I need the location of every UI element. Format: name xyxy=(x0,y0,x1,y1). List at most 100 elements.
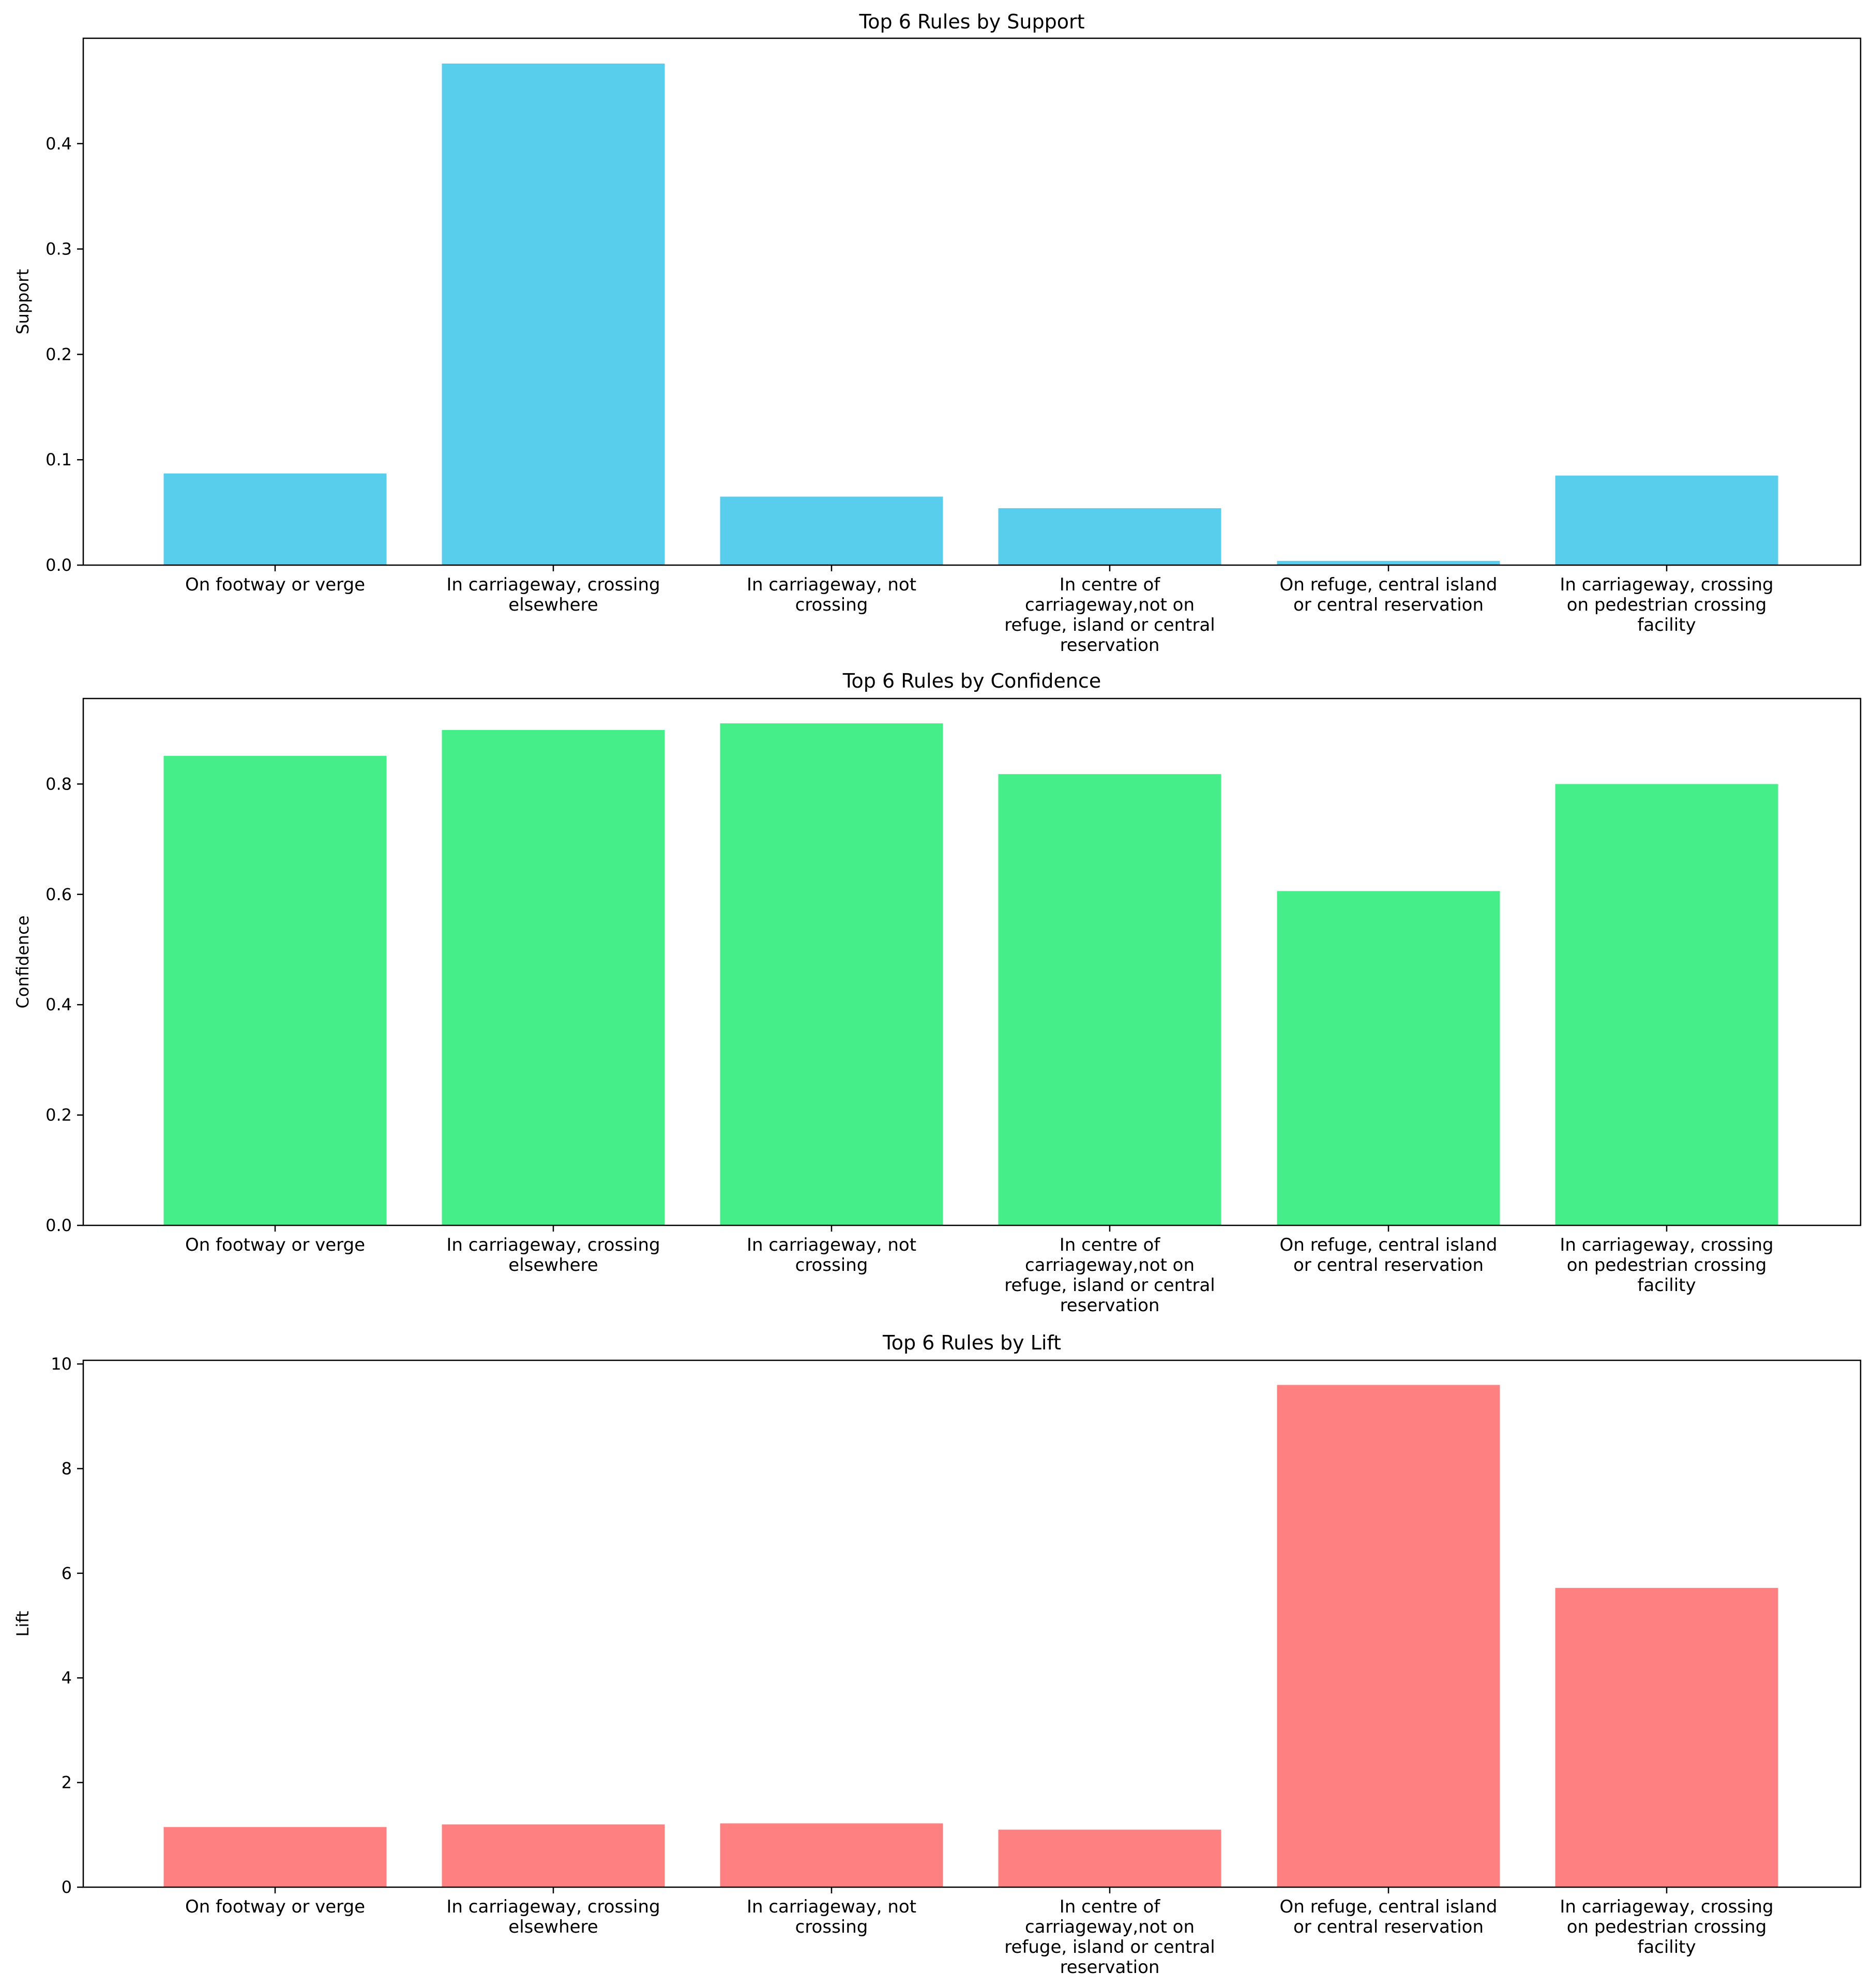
x-tick-label-line: reservation xyxy=(1060,635,1160,656)
x-tick-label-line: In carriageway, not xyxy=(747,1235,916,1255)
x-tick-label-line: refuge, island or central xyxy=(1004,1275,1215,1296)
bar xyxy=(720,496,943,565)
x-tick-label-line: In centre of xyxy=(1060,574,1161,595)
x-tick-label-line: facility xyxy=(1637,615,1696,635)
x-tick-label-line: In carriageway, not xyxy=(747,1896,916,1917)
chart-panel-3: Top 6 Rules by Lift 0 2 4 6 8 10 Lift On footway… xyxy=(13,1331,1862,1978)
x-tick-label-line: on pedestrian crossing xyxy=(1567,1255,1767,1276)
bar xyxy=(442,1824,665,1887)
x-tick-label-line: facility xyxy=(1637,1937,1696,1957)
x-tick-label-line: on pedestrian crossing xyxy=(1567,595,1767,615)
x-tick-label-line: In carriageway, crossing xyxy=(446,1235,660,1255)
x-tick-label-line: In carriageway, crossing xyxy=(1560,574,1773,595)
x-tick-label-line: On refuge, central island xyxy=(1279,574,1497,595)
bar xyxy=(163,473,387,565)
x-tick-label: In centre of carriageway,not on refuge, is… xyxy=(1004,1235,1215,1316)
y-tick-label: 0.8 xyxy=(46,774,72,794)
x-tick-label: In carriageway, crossing on pedestrian cr… xyxy=(1560,1235,1773,1296)
x-tick-label-line: crossing xyxy=(795,1255,868,1276)
chart-panel-2: Top 6 Rules by Confidence 0.0 0.2 0.4 0.6 0.8… xyxy=(13,670,1862,1316)
bar xyxy=(998,1829,1221,1887)
bar xyxy=(1555,475,1778,565)
y-tick-label: 0.2 xyxy=(46,1105,72,1125)
y-tick-label: 0.0 xyxy=(46,555,72,575)
x-tick-label: In carriageway, not crossing xyxy=(747,574,916,615)
chart-title: Top 6 Rules by Confidence xyxy=(842,670,1101,692)
x-tick-label-line: elsewhere xyxy=(508,595,598,615)
y-tick-label: 0.6 xyxy=(46,885,72,904)
chart-panel-1: Top 6 Rules by Support 0.0 0.1 0.2 0.3 0.4 Sup… xyxy=(13,10,1862,656)
x-tick-label-line: or central reservation xyxy=(1293,1917,1484,1937)
y-tick-label: 0.4 xyxy=(46,134,72,154)
y-tick-label: 0.0 xyxy=(46,1216,72,1235)
bar xyxy=(998,508,1221,565)
bar xyxy=(1555,784,1778,1225)
x-tick-label-line: carriageway,not on xyxy=(1025,1255,1195,1276)
x-tick-label-line: reservation xyxy=(1060,1957,1160,1978)
x-tick-label: In centre of carriageway,not on refuge, is… xyxy=(1004,574,1215,656)
y-tick-label: 0.1 xyxy=(46,450,72,469)
x-tick-label-line: refuge, island or central xyxy=(1004,615,1215,635)
x-tick-label-line: reservation xyxy=(1060,1295,1160,1316)
x-tick-label-line: refuge, island or central xyxy=(1004,1937,1215,1957)
bar xyxy=(442,63,665,566)
y-tick-label: 0.3 xyxy=(46,239,72,259)
y-tick-label: 0.4 xyxy=(46,995,72,1014)
chart-title: Top 6 Rules by Support xyxy=(859,10,1085,33)
y-axis-label: Confidence xyxy=(13,916,33,1009)
x-tick-label-line: elsewhere xyxy=(508,1917,598,1937)
x-tick-label: In carriageway, not crossing xyxy=(747,1896,916,1937)
axes-frame xyxy=(82,37,1862,566)
x-tick-label-line: On footway or verge xyxy=(185,574,365,595)
x-tick-label-line: On footway or verge xyxy=(185,1235,365,1255)
x-tick-label: In carriageway, not crossing xyxy=(747,1235,916,1276)
x-tick-label-line: or central reservation xyxy=(1293,595,1484,615)
x-tick-label: On footway or verge xyxy=(185,574,365,595)
x-tick-label-line: carriageway,not on xyxy=(1025,1917,1195,1937)
y-tick-label: 6 xyxy=(62,1564,72,1583)
y-tick-label: 10 xyxy=(51,1354,72,1374)
x-tick-label-line: In carriageway, crossing xyxy=(446,1896,660,1917)
bar xyxy=(1277,891,1500,1225)
y-tick-label: 8 xyxy=(62,1459,72,1478)
x-tick-label: In carriageway, crossing elsewhere xyxy=(446,1896,660,1937)
axes-frame xyxy=(82,1359,1862,1888)
x-tick-label-line: In carriageway, not xyxy=(747,574,916,595)
y-axis-label: Support xyxy=(13,269,33,335)
x-tick-label-line: In carriageway, crossing xyxy=(1560,1235,1773,1255)
x-tick-label: In centre of carriageway,not on refuge, is… xyxy=(1004,1896,1215,1978)
x-tick-label-line: In carriageway, crossing xyxy=(1560,1896,1773,1917)
bar xyxy=(1555,1588,1778,1887)
x-tick-label-line: facility xyxy=(1637,1275,1696,1296)
bar xyxy=(163,755,387,1225)
x-tick-label-line: or central reservation xyxy=(1293,1255,1484,1276)
bar xyxy=(720,1823,943,1887)
x-tick-label-line: carriageway,not on xyxy=(1025,595,1195,615)
x-tick-label: In carriageway, crossing on pedestrian cr… xyxy=(1560,1896,1773,1957)
bar xyxy=(720,723,943,1225)
y-tick-label: 2 xyxy=(62,1773,72,1793)
axes-frame xyxy=(82,697,1862,1226)
x-tick-label: In carriageway, crossing elsewhere xyxy=(446,1235,660,1276)
y-tick-label: 0.2 xyxy=(46,344,72,364)
x-tick-label-line: On footway or verge xyxy=(185,1896,365,1917)
bar xyxy=(442,730,665,1225)
x-tick-label-line: elsewhere xyxy=(508,1255,598,1276)
y-axis-label: Lift xyxy=(13,1611,33,1637)
x-tick-label: In carriageway, crossing elsewhere xyxy=(446,574,660,615)
bar xyxy=(1277,560,1500,565)
x-tick-label-line: on pedestrian crossing xyxy=(1567,1917,1767,1937)
x-tick-label: On refuge, central island or central rese… xyxy=(1279,1235,1497,1276)
x-tick-label-line: In carriageway, crossing xyxy=(446,574,660,595)
x-tick-label-line: In centre of xyxy=(1060,1896,1161,1917)
bar xyxy=(163,1827,387,1887)
x-tick-label-line: crossing xyxy=(795,595,868,615)
x-tick-label-line: In centre of xyxy=(1060,1235,1161,1255)
x-tick-label: On footway or verge xyxy=(185,1896,365,1917)
chart-title: Top 6 Rules by Lift xyxy=(882,1331,1061,1354)
x-tick-label-line: On refuge, central island xyxy=(1279,1235,1497,1255)
x-tick-label: On refuge, central island or central rese… xyxy=(1279,1896,1497,1937)
x-tick-label-line: crossing xyxy=(795,1917,868,1937)
x-tick-label: In carriageway, crossing on pedestrian cr… xyxy=(1560,574,1773,635)
